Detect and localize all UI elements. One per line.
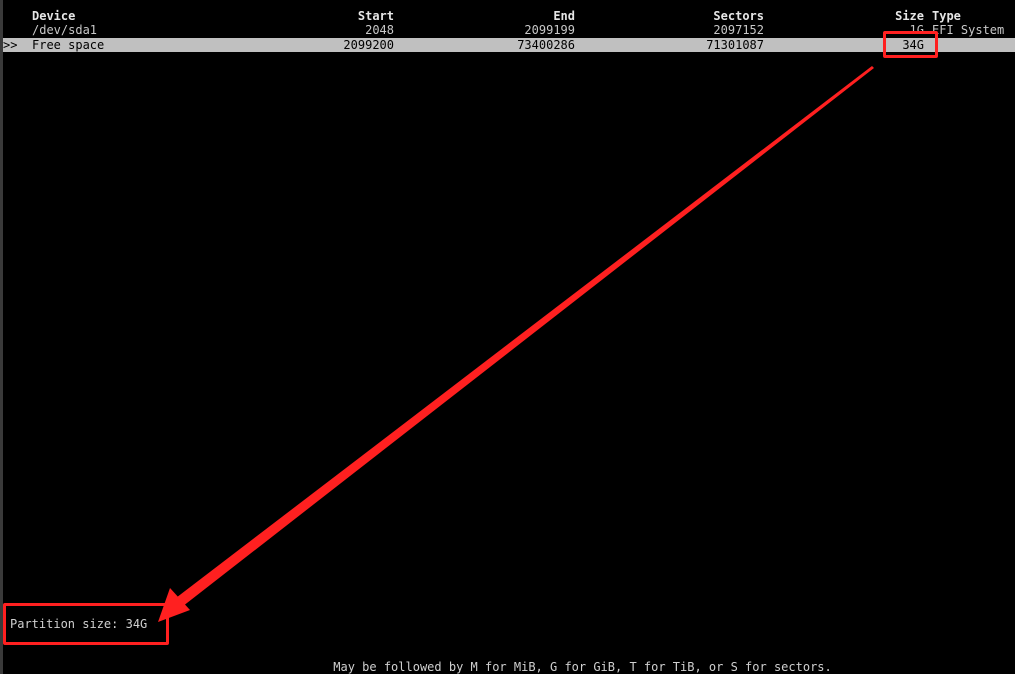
size-hint: May be followed by M for MiB, G for GiB,… [333,660,832,674]
header-size: Size [895,9,924,23]
header-end: End [553,9,575,23]
highlight-box-size [883,31,938,58]
row-sectors: 2097152 [713,23,764,37]
row-selector: >> [3,38,18,52]
row-end: 2099199 [524,23,575,37]
table-row[interactable]: /dev/sda1 2048 2099199 2097152 1G EFI Sy… [3,23,1015,37]
left-edge-bar [0,0,3,674]
row-start: 2048 [365,23,394,37]
table-row-selected[interactable]: >> Free space 2099200 73400286 71301087 … [3,38,1015,52]
header-device: Device [32,9,76,23]
row-device: Free space [32,38,105,52]
row-device: /dev/sda1 [32,23,98,37]
annotation-arrow-shaft [168,66,874,610]
row-end: 73400286 [517,38,575,52]
row-start: 2099200 [343,38,394,52]
header-type: Type [932,9,961,23]
row-type: EFI System [932,23,1005,37]
partition-size-input[interactable]: 34G [125,617,148,631]
header-start: Start [357,9,394,23]
partition-size-prompt[interactable]: Partition size: 34G [10,617,147,631]
header-sectors: Sectors [713,9,764,23]
table-header: Device Start End Sectors Size Type [3,9,1015,23]
prompt-label: Partition size: [10,617,126,631]
row-size: 34G [902,38,924,52]
row-sectors: 71301087 [706,38,764,52]
highlight-box-prompt [3,603,169,645]
